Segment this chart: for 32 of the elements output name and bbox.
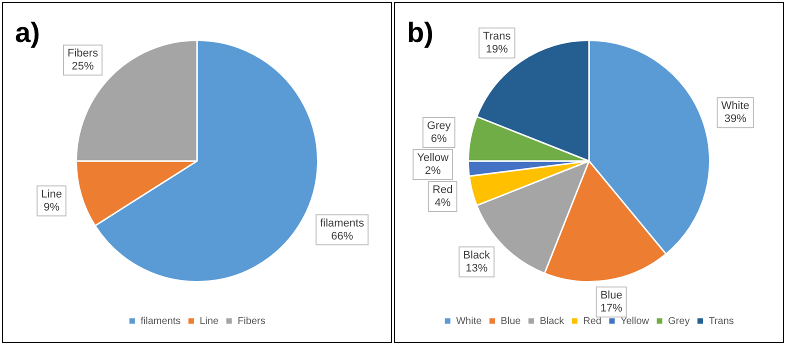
- legend-label: Line: [200, 316, 220, 327]
- data-label: 2%: [424, 165, 442, 178]
- chart-title: a): [15, 17, 40, 49]
- data-label: 39%: [724, 113, 747, 126]
- legend-label: Yellow: [620, 316, 650, 327]
- data-label: 6%: [430, 133, 448, 146]
- legend-label: Trans: [708, 316, 734, 327]
- legend-label: Blue: [500, 316, 522, 327]
- legend-label: filaments: [140, 316, 181, 327]
- legend-label: Black: [540, 316, 566, 327]
- data-label: 13%: [466, 262, 488, 274]
- slice-label: Fibers: [68, 48, 99, 60]
- legend-label: Red: [583, 316, 602, 327]
- slice-label: White: [721, 100, 750, 112]
- data-label: 25%: [72, 60, 94, 73]
- slice-label: Red: [432, 184, 453, 196]
- data-label: 19%: [486, 43, 508, 56]
- data-label: 4%: [434, 197, 451, 210]
- legend-label: Fibers: [238, 316, 266, 327]
- slice-label: Black: [463, 249, 491, 262]
- slice-label: Blue: [600, 290, 622, 302]
- data-label: 9%: [44, 201, 60, 214]
- legend-label: Grey: [668, 316, 690, 327]
- slice-label: Line: [41, 188, 62, 200]
- chart-title: b): [407, 17, 434, 49]
- slice-label: Yellow: [417, 152, 449, 164]
- slice-label: Trans: [483, 30, 512, 42]
- data-label: 17%: [600, 302, 623, 315]
- legend-label: White: [456, 316, 482, 327]
- data-label: 66%: [331, 230, 354, 242]
- slice-label: Grey: [426, 120, 452, 132]
- slice-label: filaments: [320, 217, 365, 230]
